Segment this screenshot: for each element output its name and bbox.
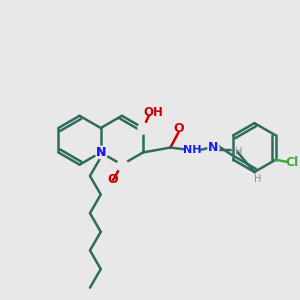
Text: H: H [235,147,242,158]
Text: N: N [208,141,219,154]
Text: Cl: Cl [286,156,299,169]
Text: O: O [108,173,118,186]
Text: NH: NH [183,146,201,155]
Text: O: O [173,122,184,134]
Text: OH: OH [144,106,164,119]
Text: N: N [95,146,106,159]
Text: H: H [254,174,261,184]
Text: N: N [95,146,106,159]
